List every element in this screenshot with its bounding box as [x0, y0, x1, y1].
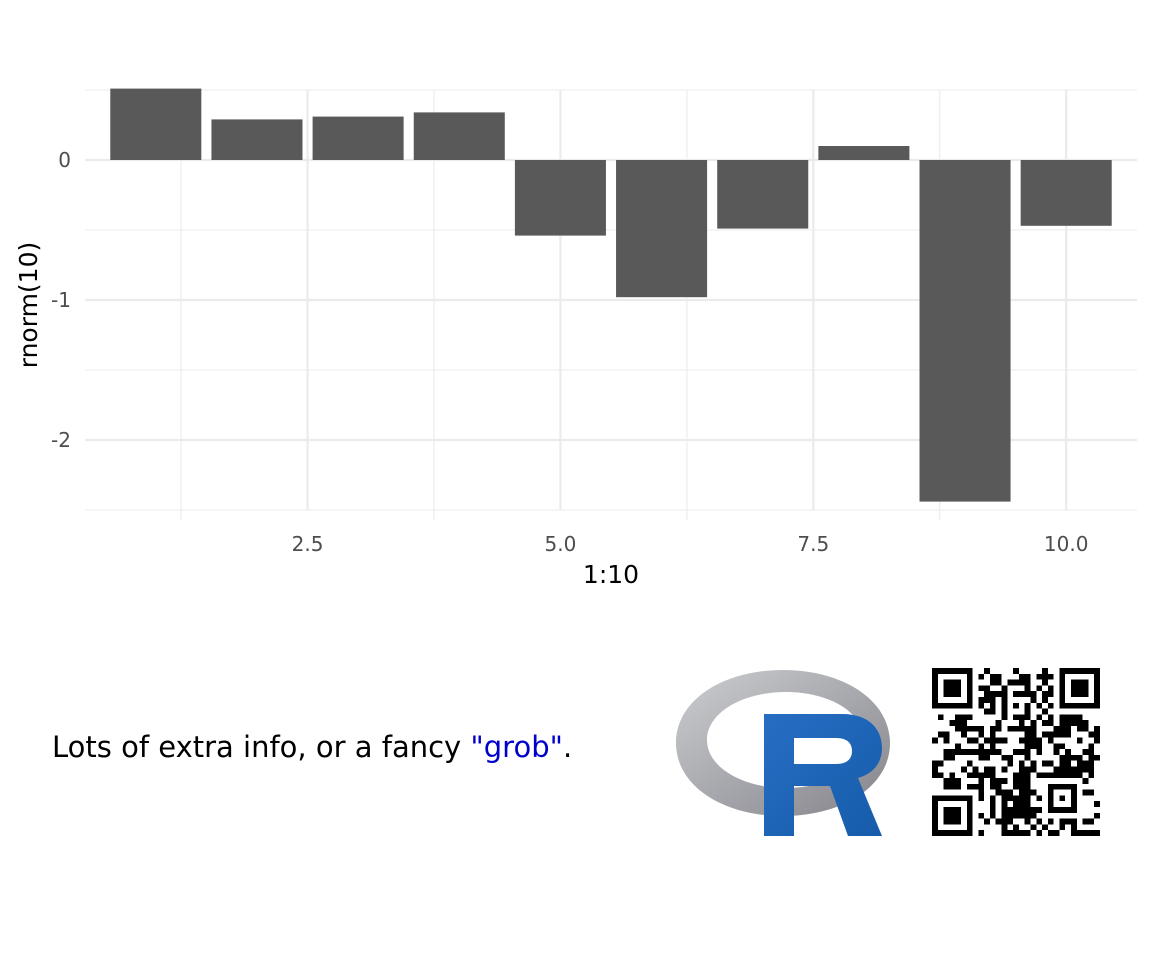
bar-3: [312, 116, 404, 160]
bar-10: [1020, 160, 1112, 226]
x-tick-label-1: 5.0: [545, 532, 577, 556]
x-tick-label-2: 7.5: [797, 532, 829, 556]
bar-5: [514, 160, 606, 236]
r-logo-icon: [676, 670, 890, 836]
y-tick-labels: 0 -1 -2: [51, 148, 71, 452]
bars: [110, 88, 1112, 502]
y-tick-label-1: -1: [51, 288, 71, 312]
y-tick-label-0: 0: [58, 148, 71, 172]
caption-highlight: "grob": [470, 730, 563, 764]
bar-9: [919, 160, 1011, 502]
bar-4: [413, 112, 505, 160]
x-tick-labels: 2.5 5.0 7.5 10.0: [292, 532, 1089, 556]
x-tick-label-0: 2.5: [292, 532, 324, 556]
y-tick-label-2: -2: [51, 428, 71, 452]
bar-2: [211, 119, 303, 160]
x-tick-label-3: 10.0: [1044, 532, 1089, 556]
qr-code-icon: [932, 668, 1100, 836]
bar-6: [616, 160, 708, 298]
bar-chart: 2.5 5.0 7.5 10.0 0 -1 -2 1:10 rnorm(10): [14, 88, 1137, 589]
caption-before: Lots of extra info, or a fancy: [52, 730, 471, 764]
x-axis-title: 1:10: [583, 560, 639, 589]
caption-text: Lots of extra info, or a fancy "grob".: [52, 730, 572, 764]
bar-7: [717, 160, 809, 229]
y-axis-title: rnorm(10): [14, 242, 43, 369]
bar-1: [110, 88, 202, 160]
caption-after: .: [562, 730, 573, 764]
bar-8: [818, 146, 910, 160]
